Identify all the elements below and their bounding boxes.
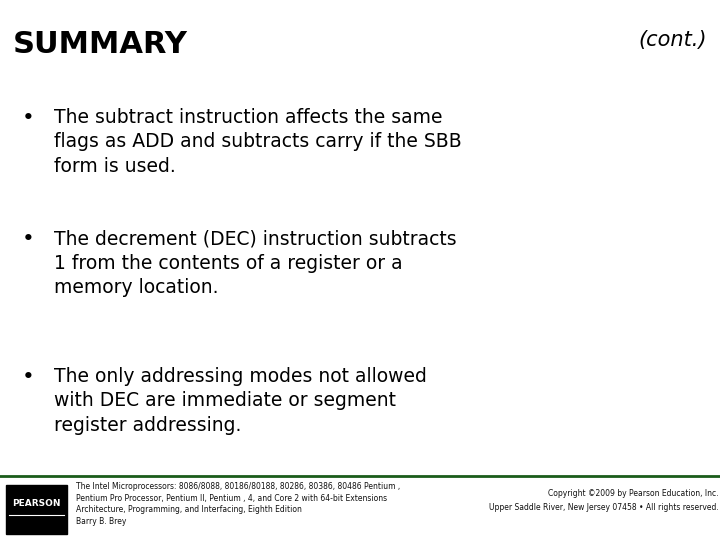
Bar <box>0 476 720 540</box>
Text: The decrement (DEC) instruction subtracts
1 from the contents of a register or a: The decrement (DEC) instruction subtract… <box>54 230 456 297</box>
Text: Pentium Pro Processor, Pentium II, Pentium , 4, and Core 2 with 64-bit Extension: Pentium Pro Processor, Pentium II, Penti… <box>76 494 387 503</box>
Text: Architecture, Programming, and Interfacing, Eighth Edition: Architecture, Programming, and Interfaci… <box>76 505 302 515</box>
Text: •: • <box>22 367 35 387</box>
Text: Upper Saddle River, New Jersey 07458 • All rights reserved.: Upper Saddle River, New Jersey 07458 • A… <box>489 503 719 512</box>
Text: The only addressing modes not allowed
with DEC are immediate or segment
register: The only addressing modes not allowed wi… <box>54 367 427 435</box>
Text: •: • <box>22 108 35 128</box>
Text: SUMMARY: SUMMARY <box>13 30 188 59</box>
Text: Copyright ©2009 by Pearson Education, Inc.: Copyright ©2009 by Pearson Education, In… <box>548 489 719 498</box>
Text: •: • <box>22 230 35 249</box>
FancyBboxPatch shape <box>6 485 67 534</box>
Text: (cont.): (cont.) <box>639 30 707 50</box>
Text: The subtract instruction affects the same
flags as ADD and subtracts carry if th: The subtract instruction affects the sam… <box>54 108 462 176</box>
Text: The Intel Microprocessors: 8086/8088, 80186/80188, 80286, 80386, 80486 Pentium ,: The Intel Microprocessors: 8086/8088, 80… <box>76 482 400 491</box>
Text: Barry B. Brey: Barry B. Brey <box>76 517 126 526</box>
Text: PEARSON: PEARSON <box>12 499 60 508</box>
